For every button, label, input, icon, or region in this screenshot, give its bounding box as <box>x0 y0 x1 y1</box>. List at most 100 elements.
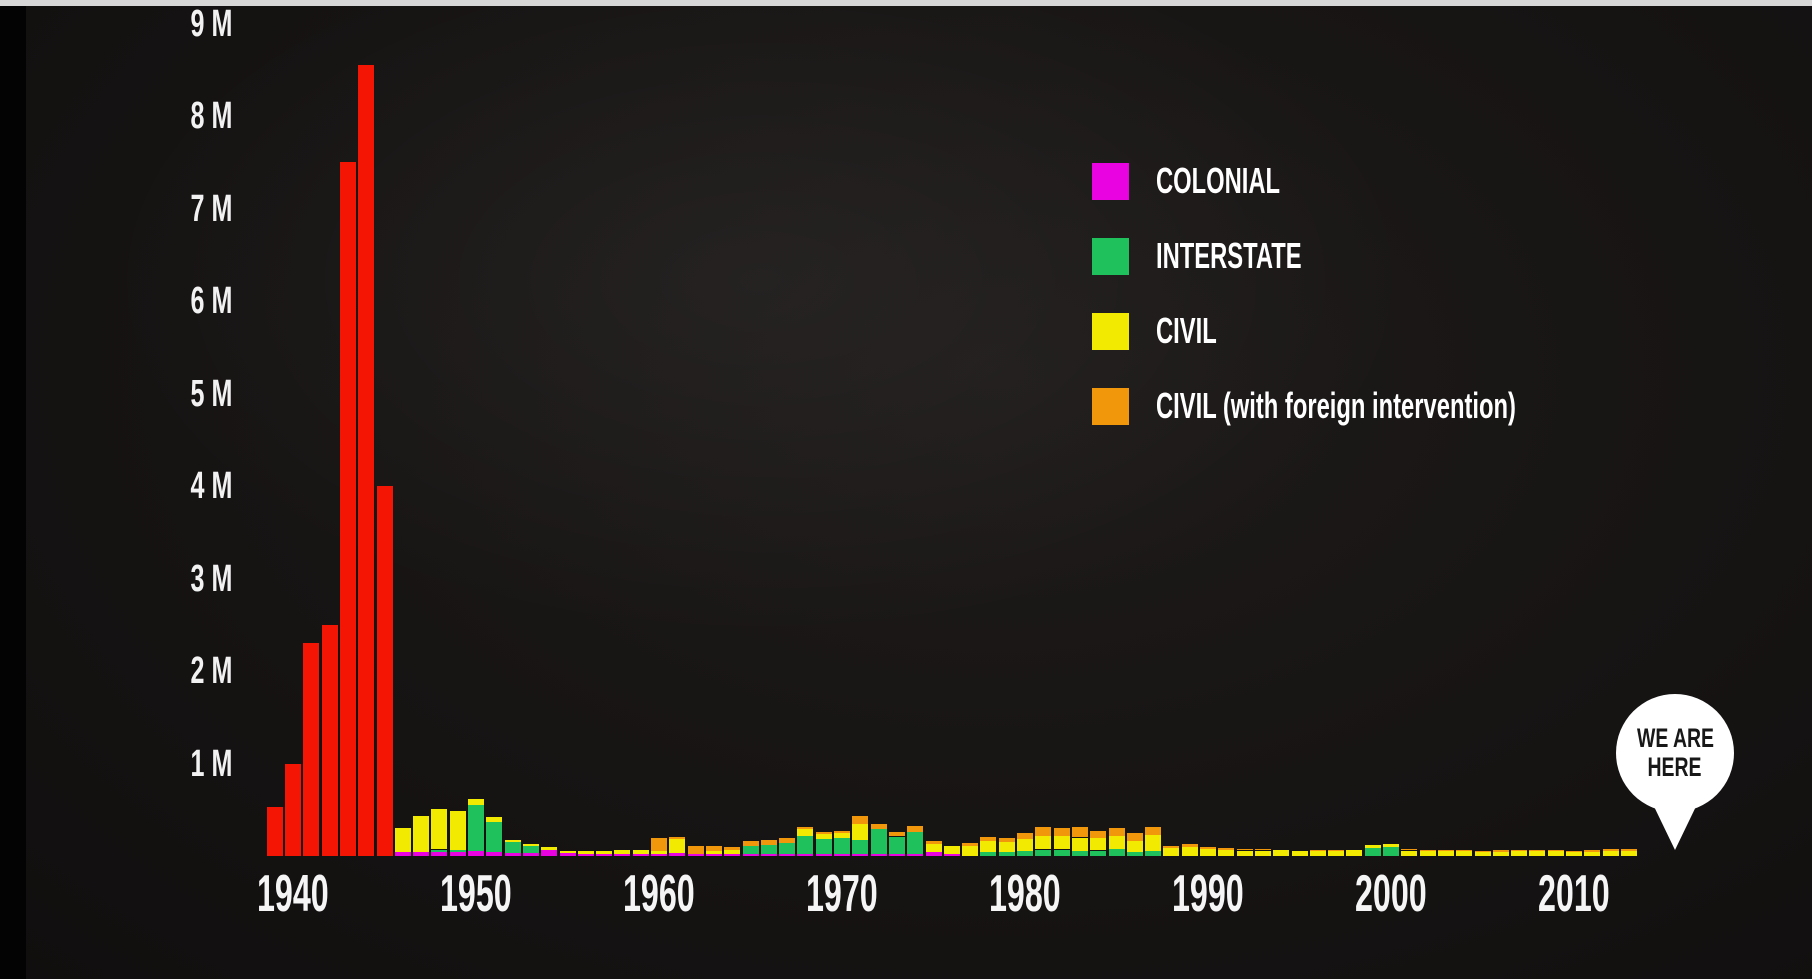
bar-1963-civil_foreign_intervention <box>705 845 722 852</box>
bar-1975-civil <box>925 844 942 853</box>
bar-1943-world_war_red <box>339 162 356 857</box>
bar-1975-civil_foreign_intervention <box>925 841 942 844</box>
y-axis-label-7m: 7 M <box>190 187 232 230</box>
bar-1986-civil_foreign_intervention <box>1126 832 1143 842</box>
bar-1953-interstate <box>522 845 539 854</box>
bar-2006-civil_foreign_intervention <box>1492 850 1509 853</box>
bar-1967-colonial <box>779 854 796 856</box>
bar-1987-civil_foreign_intervention <box>1145 827 1162 835</box>
bar-1985-interstate <box>1108 848 1125 856</box>
bar-1953-civil <box>522 844 539 846</box>
bar-1952-interstate <box>504 842 521 854</box>
bar-2008-civil_foreign_intervention <box>1529 850 1546 852</box>
bar-1969-civil_foreign_intervention <box>815 832 832 834</box>
bar-1989-civil_foreign_intervention <box>1181 844 1198 847</box>
bar-1986-interstate <box>1126 852 1143 856</box>
legend-swatch-0 <box>1092 162 1129 200</box>
bar-1941-world_war_red <box>303 643 320 856</box>
bar-1978-civil_foreign_intervention <box>980 836 997 842</box>
bar-1998-civil <box>1346 849 1363 856</box>
bar-2007-civil <box>1511 851 1528 856</box>
bar-1992-civil_foreign_intervention <box>1236 848 1253 851</box>
bar-1983-civil_foreign_intervention <box>1071 827 1088 838</box>
bar-1947-colonial <box>413 852 430 856</box>
bar-1972-colonial <box>870 854 887 856</box>
bar-1972-civil_foreign_intervention <box>870 823 887 830</box>
bar-1950-interstate <box>468 805 484 852</box>
bar-1980-civil_foreign_intervention <box>1017 832 1033 840</box>
bar-1986-civil <box>1126 841 1143 853</box>
bar-1979-civil_foreign_intervention <box>998 837 1015 843</box>
legend-swatch-1 <box>1092 237 1129 275</box>
legend-swatch-2 <box>1092 312 1129 350</box>
bar-1966-colonial <box>760 854 777 856</box>
bar-1966-interstate <box>760 844 777 855</box>
bar-1965-interstate <box>742 845 759 855</box>
x-axis-label-1960: 1960 <box>623 865 695 923</box>
x-axis-label-1940: 1940 <box>257 865 329 923</box>
bar-1963-civil <box>705 851 722 855</box>
bar-1969-civil <box>815 833 832 840</box>
bar-1945-world_war_red <box>376 486 393 856</box>
bar-1978-interstate <box>980 852 997 856</box>
bar-1948-colonial <box>431 852 448 856</box>
y-axis-label-5m: 5 M <box>190 372 232 415</box>
bar-2011-civil <box>1584 852 1601 856</box>
bar-1977-civil <box>962 845 979 856</box>
bar-1984-interstate <box>1090 850 1107 856</box>
bar-1961-colonial <box>669 853 686 856</box>
bar-1968-civil_foreign_intervention <box>797 827 814 830</box>
x-axis-label-1950: 1950 <box>440 865 512 923</box>
bar-2005-civil <box>1474 852 1491 856</box>
bar-1966-civil_foreign_intervention <box>760 840 777 845</box>
bar-1963-colonial <box>705 854 722 856</box>
bar-1985-civil_foreign_intervention <box>1108 828 1125 836</box>
bar-1948-civil <box>431 808 448 850</box>
bar-1972-interstate <box>870 829 887 855</box>
bar-1960-colonial <box>651 854 667 856</box>
legend-label-2: CIVIL <box>1156 310 1217 351</box>
bar-1961-civil <box>669 839 686 854</box>
y-axis-label-1m: 1 M <box>190 742 232 785</box>
bar-2012-civil_foreign_intervention <box>1602 848 1619 852</box>
bar-1988-civil_foreign_intervention <box>1163 845 1180 848</box>
bar-2013-civil_foreign_intervention <box>1620 848 1637 852</box>
bar-1965-colonial <box>742 854 759 856</box>
bar-1952-civil <box>504 840 521 843</box>
bar-1956-colonial <box>577 854 594 856</box>
bar-2013-civil <box>1620 851 1637 856</box>
bar-1964-colonial <box>724 854 741 856</box>
bar-1970-civil_foreign_intervention <box>834 831 850 833</box>
bar-1956-civil <box>577 851 594 855</box>
bar-1968-colonial <box>797 854 814 856</box>
bar-1983-civil <box>1071 837 1088 851</box>
bar-1973-interstate <box>888 836 905 855</box>
bar-1950-civil <box>468 798 484 806</box>
bar-1942-world_war_red <box>321 624 338 857</box>
legend-label-3: CIVIL (with foreign intervention) <box>1156 385 1516 426</box>
bar-2010-civil <box>1566 852 1582 856</box>
bar-1957-civil <box>596 851 613 855</box>
bar-1991-civil <box>1218 849 1235 856</box>
bar-1980-interstate <box>1017 851 1033 856</box>
bar-1984-civil <box>1090 838 1107 851</box>
bar-1967-interstate <box>779 843 796 855</box>
bar-1947-civil <box>413 816 430 853</box>
bar-1968-civil <box>797 829 814 836</box>
bar-2005-civil_foreign_intervention <box>1474 851 1491 853</box>
bar-1980-civil <box>1017 839 1033 852</box>
bar-2008-civil <box>1529 851 1546 856</box>
bar-1949-colonial <box>449 852 466 856</box>
bar-1989-civil <box>1181 846 1198 857</box>
bar-1979-civil <box>998 842 1015 853</box>
bar-1959-civil <box>632 849 649 855</box>
bar-2003-civil_foreign_intervention <box>1437 849 1454 852</box>
bar-1954-colonial <box>541 849 558 856</box>
y-axis-label-9m: 9 M <box>190 2 232 45</box>
bar-1976-colonial <box>943 854 960 856</box>
bar-1974-interstate <box>907 831 924 855</box>
bar-1944-world_war_red <box>358 65 375 856</box>
bar-1967-civil_foreign_intervention <box>779 838 796 843</box>
bar-1991-civil_foreign_intervention <box>1218 847 1235 850</box>
bar-1993-civil_foreign_intervention <box>1254 848 1271 851</box>
